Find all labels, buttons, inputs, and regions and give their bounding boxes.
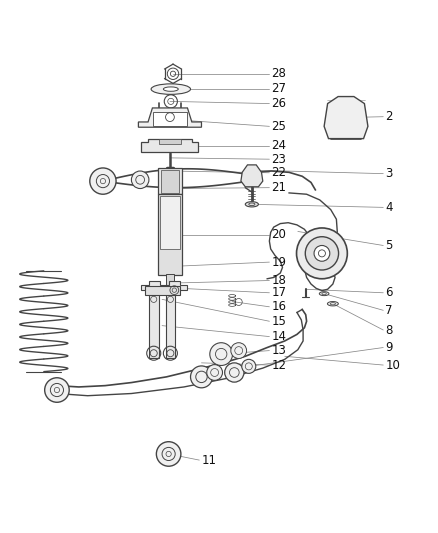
Ellipse shape (245, 201, 258, 207)
Circle shape (191, 366, 212, 388)
Text: 4: 4 (385, 201, 393, 214)
Ellipse shape (163, 87, 178, 91)
Circle shape (242, 359, 256, 374)
Polygon shape (138, 108, 201, 127)
Circle shape (45, 378, 69, 402)
Text: 11: 11 (201, 454, 216, 466)
Text: 3: 3 (385, 167, 393, 180)
Text: 8: 8 (385, 324, 393, 336)
Bar (145, 286, 180, 295)
Bar (166, 274, 174, 293)
Text: 2: 2 (385, 110, 393, 123)
Circle shape (207, 365, 223, 381)
Ellipse shape (151, 84, 191, 94)
Text: 26: 26 (272, 97, 286, 110)
Circle shape (314, 246, 330, 261)
Bar (158, 168, 182, 194)
Circle shape (305, 237, 339, 270)
Text: 7: 7 (385, 304, 393, 317)
Text: 15: 15 (272, 315, 286, 328)
Circle shape (90, 168, 116, 194)
Bar (161, 169, 179, 193)
Circle shape (231, 343, 247, 359)
Text: 13: 13 (272, 344, 286, 357)
Text: 28: 28 (272, 67, 286, 80)
Circle shape (210, 343, 233, 366)
Circle shape (156, 442, 181, 466)
Bar (158, 194, 182, 275)
Text: 17: 17 (272, 286, 286, 300)
Text: 10: 10 (385, 359, 400, 372)
Text: 6: 6 (385, 286, 393, 300)
Text: 16: 16 (272, 300, 286, 313)
Circle shape (297, 228, 347, 279)
Polygon shape (324, 96, 368, 139)
Bar (160, 197, 180, 249)
Text: 22: 22 (272, 166, 286, 179)
Text: 18: 18 (272, 274, 286, 287)
Circle shape (131, 171, 149, 189)
Text: 20: 20 (272, 229, 286, 241)
Bar (149, 293, 159, 359)
Polygon shape (241, 165, 263, 187)
Text: 9: 9 (385, 341, 393, 354)
Text: 27: 27 (272, 82, 286, 95)
Text: 24: 24 (272, 139, 286, 152)
Bar (166, 293, 175, 359)
Bar (153, 112, 187, 126)
Ellipse shape (319, 292, 329, 296)
Text: 5: 5 (385, 239, 393, 252)
Polygon shape (141, 139, 198, 152)
Text: 19: 19 (272, 256, 286, 269)
Ellipse shape (327, 302, 338, 306)
Polygon shape (141, 281, 187, 290)
Text: 25: 25 (272, 120, 286, 133)
Text: 23: 23 (272, 152, 286, 166)
Bar (159, 139, 181, 144)
Text: 12: 12 (272, 359, 286, 372)
Circle shape (225, 363, 244, 382)
Text: 21: 21 (272, 181, 286, 194)
Text: 14: 14 (272, 330, 286, 343)
